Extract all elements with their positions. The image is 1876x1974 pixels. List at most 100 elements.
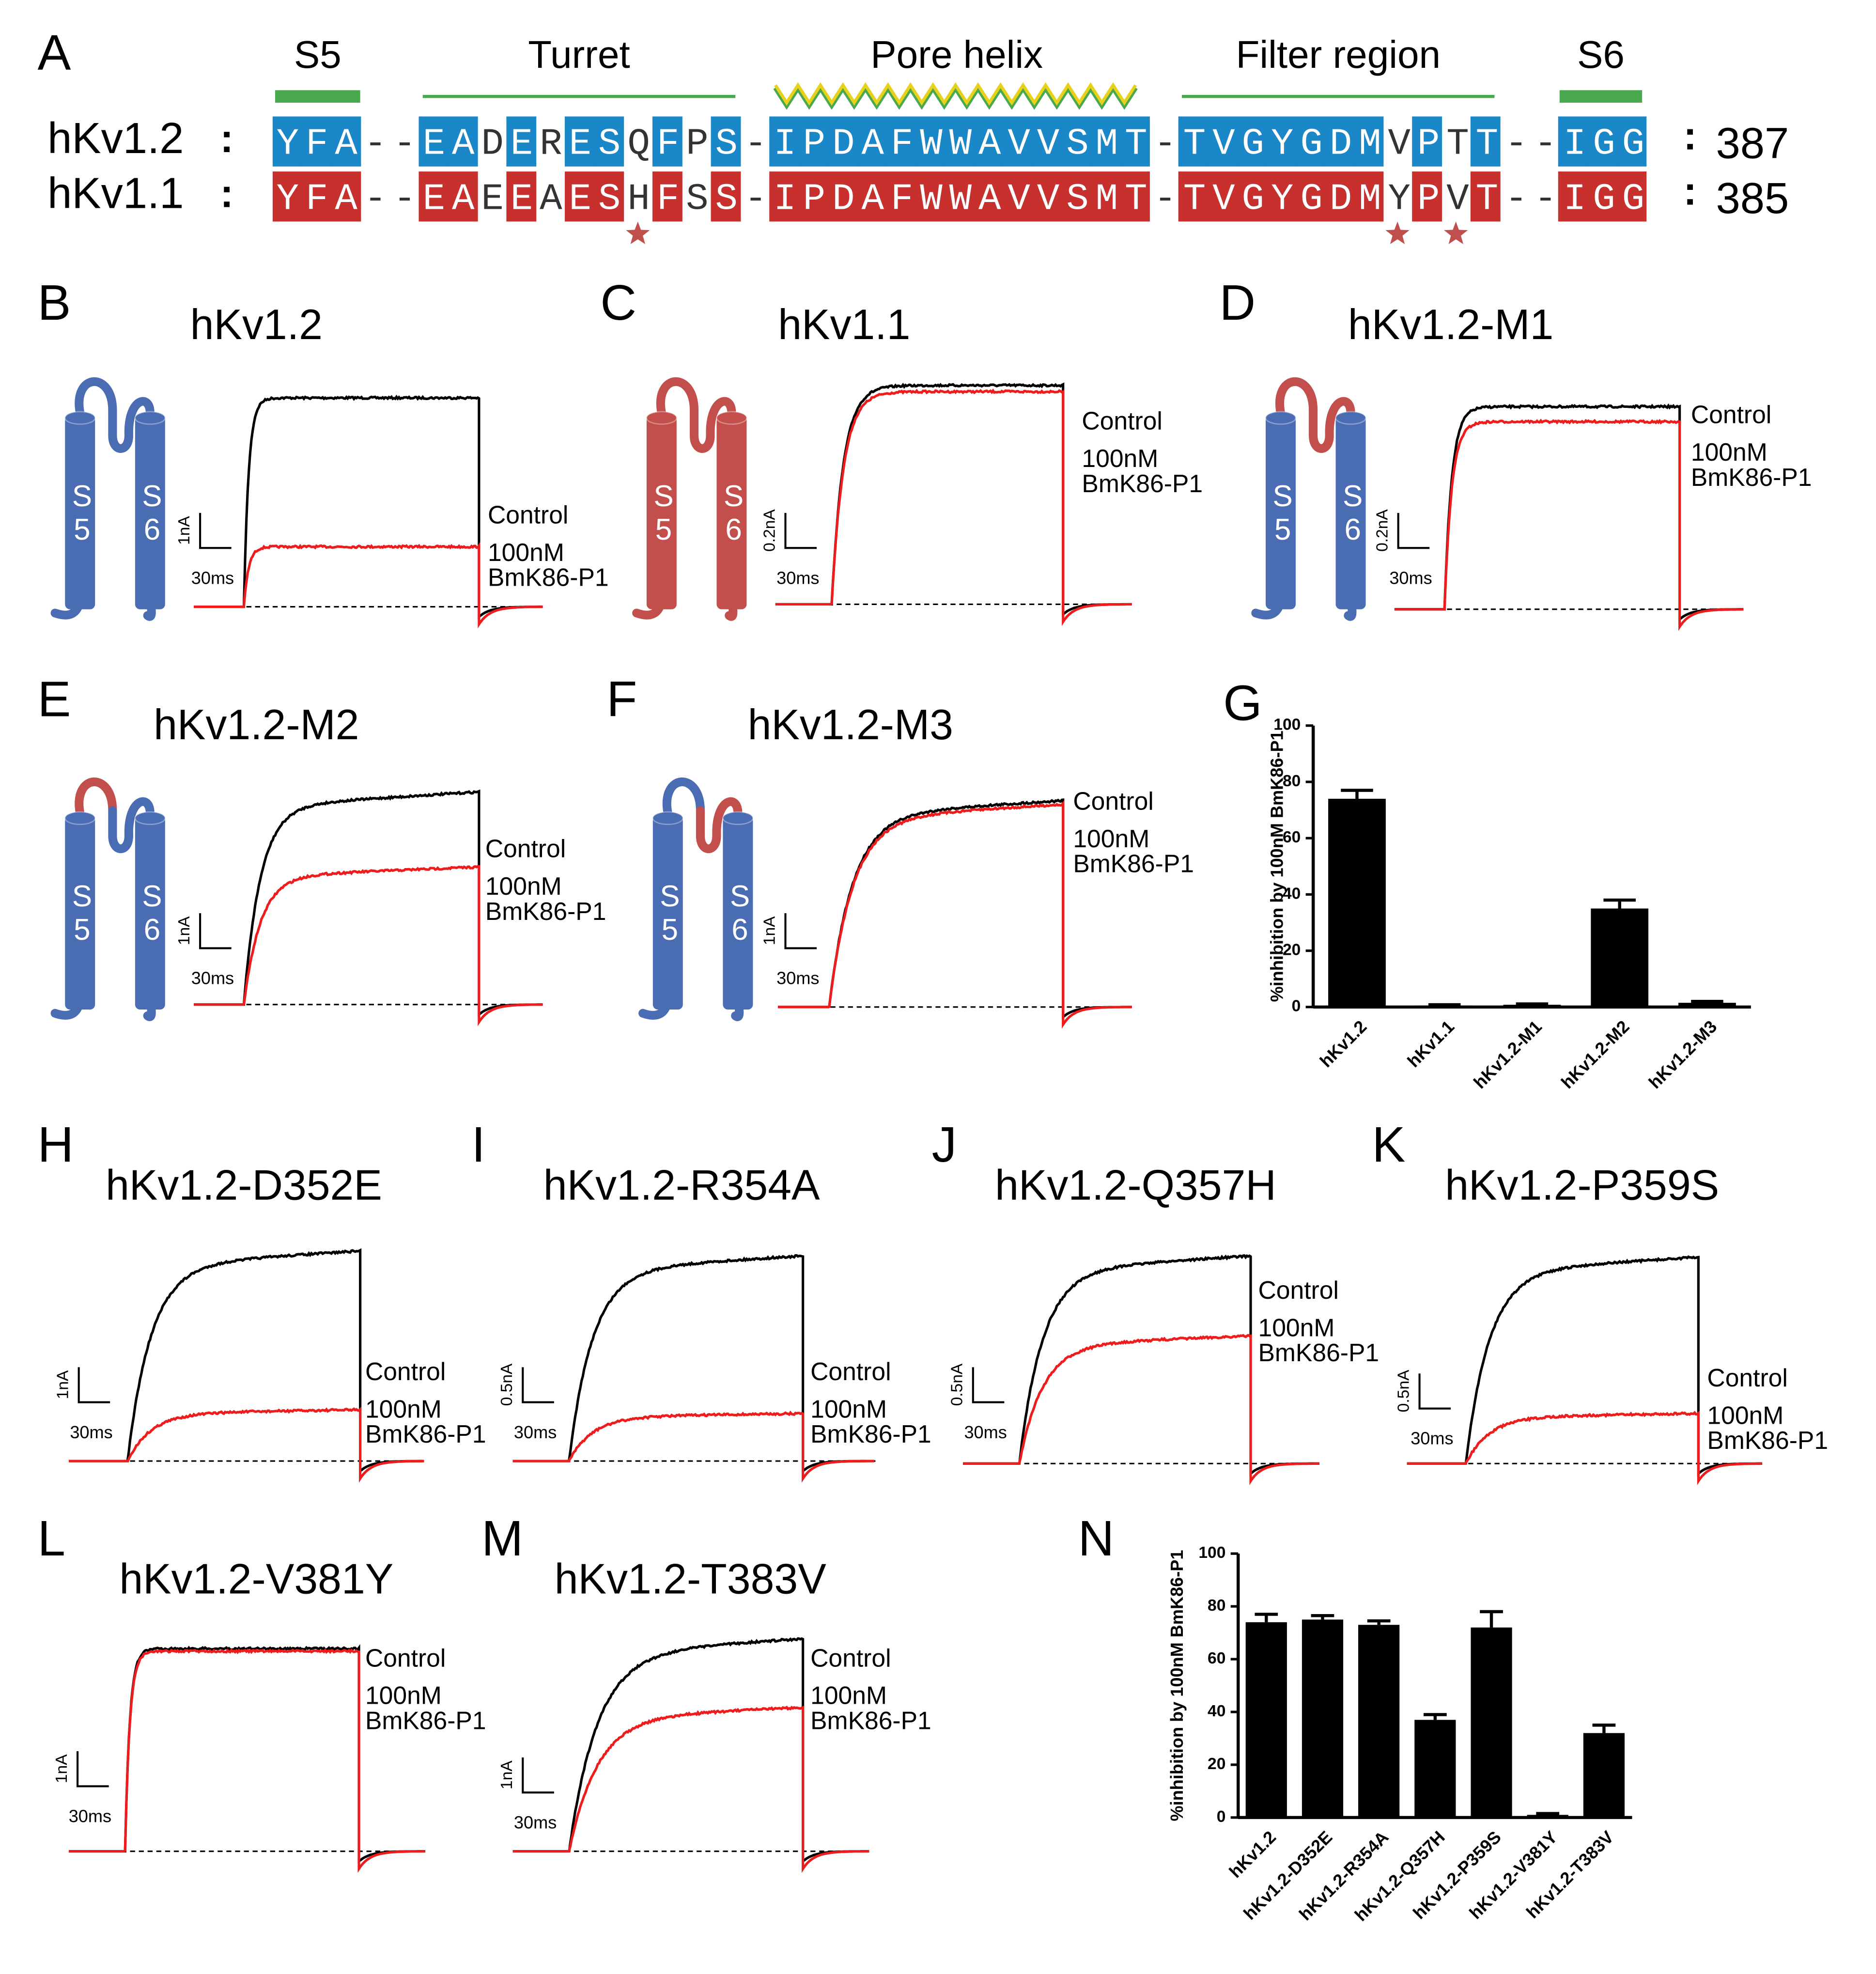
- highlight-cell: [1616, 171, 1647, 222]
- toxin-label: 100nM: [488, 538, 564, 566]
- y-tick-label: 60: [1283, 828, 1301, 846]
- highlight-cell: [419, 116, 449, 167]
- toxin-label: 100nM: [1691, 438, 1767, 466]
- highlight-cell: [945, 171, 975, 222]
- highlight-cell: [1470, 116, 1501, 167]
- highlight-cell: [1003, 171, 1033, 222]
- region-label: Pore helix: [870, 33, 1043, 76]
- highlight-cell: [331, 171, 361, 222]
- highlight-cell: [1120, 171, 1150, 222]
- panel-letter: I: [471, 1117, 485, 1172]
- cartoon-helix: [652, 815, 683, 1010]
- highlight-cell: [798, 171, 829, 222]
- control-trace: [1407, 1255, 1763, 1477]
- toxin-label: BmK86-P1: [485, 897, 606, 925]
- highlight-cell: [945, 116, 975, 167]
- control-label: Control: [810, 1357, 891, 1385]
- highlight-cell: [302, 171, 332, 222]
- highlight-cell: [652, 116, 682, 167]
- y-tick-label: 80: [1283, 772, 1301, 790]
- cartoon-helix: [65, 415, 95, 609]
- y-tick-label: 20: [1208, 1755, 1225, 1773]
- bar: [1302, 1619, 1344, 1818]
- scale-bar: [199, 913, 232, 949]
- y-tick-label: 100: [1273, 716, 1301, 734]
- time-scale: 30ms: [1411, 1429, 1453, 1448]
- bar: [1358, 1625, 1400, 1818]
- toxin-trace: [69, 1406, 424, 1483]
- toxin-trace: [778, 800, 1132, 1029]
- toxin-trace: [1394, 419, 1744, 631]
- row-separator: :: [1683, 113, 1697, 158]
- region-bar: [1559, 90, 1643, 103]
- cartoon-helix: [723, 815, 753, 1010]
- panel-title: hKv1.2-M3: [748, 701, 953, 748]
- star: [1385, 221, 1410, 245]
- toxin-label: BmK86-P1: [365, 1420, 486, 1448]
- current-scale: 1nA: [175, 916, 193, 945]
- panel-title: hKv1.2-R354A: [543, 1161, 820, 1209]
- cartoon-label: S5: [65, 480, 99, 546]
- panel-title: hKv1.2-V381Y: [119, 1555, 393, 1603]
- cartoon-helix-top: [1265, 411, 1297, 425]
- toxin-label: BmK86-P1: [810, 1420, 931, 1448]
- time-scale: 30ms: [1389, 568, 1432, 588]
- cartoon-helix: [1265, 415, 1296, 609]
- control-trace: [69, 1248, 424, 1474]
- control-trace: [194, 789, 543, 1017]
- toxin-trace: [194, 865, 543, 1026]
- row-name: hKv1.1: [47, 169, 184, 218]
- highlight-cell: [974, 171, 1004, 222]
- y-tick-label: 60: [1208, 1649, 1225, 1667]
- current-scale: 1nA: [53, 1754, 71, 1783]
- panel-letter: L: [37, 1510, 65, 1566]
- cartoon-loop: [662, 777, 705, 818]
- cartoon-helix-top: [64, 411, 96, 425]
- control-trace: [512, 1254, 874, 1474]
- panel-letter: D: [1219, 275, 1256, 330]
- toxin-label: 100nM: [810, 1681, 887, 1710]
- cartoon-helix-top: [134, 411, 166, 425]
- highlight-cell: [1295, 116, 1325, 167]
- panel-title: hKv1.2-D352E: [106, 1161, 382, 1209]
- cartoon-loop: [108, 797, 155, 854]
- panel-title: hKv1.2-M1: [1348, 301, 1553, 348]
- highlight-cell: [769, 171, 800, 222]
- highlight-cell: [506, 171, 537, 222]
- toxin-label: 100nM: [365, 1395, 442, 1423]
- panel-letter: E: [37, 671, 71, 727]
- cartoon-helix-top: [1335, 411, 1366, 425]
- y-tick-label: 100: [1198, 1544, 1225, 1562]
- cartoon-loop: [689, 397, 736, 453]
- row-separator: :: [220, 116, 233, 161]
- highlight-cell: [827, 116, 858, 167]
- current-scale: 0.2nA: [1374, 509, 1392, 552]
- control-label: Control: [488, 500, 568, 528]
- highlight-cell: [886, 171, 916, 222]
- y-tick-label: 0: [1292, 997, 1301, 1015]
- cartoon-helix: [135, 815, 165, 1010]
- control-trace: [194, 394, 543, 620]
- toxin-label: BmK86-P1: [1258, 1338, 1379, 1367]
- toxin-trace: [1407, 1411, 1763, 1485]
- panel-letter: M: [481, 1510, 523, 1566]
- highlight-cell: [1032, 116, 1062, 167]
- cartoon-helix: [135, 415, 165, 609]
- panel-title: hKv1.2-P359S: [1445, 1161, 1719, 1209]
- current-scale: 1nA: [760, 916, 778, 945]
- time-scale: 30ms: [70, 1422, 112, 1442]
- scale-bar: [784, 913, 817, 949]
- highlight-cell: [594, 116, 624, 167]
- highlight-cell: [1324, 171, 1355, 222]
- cartoon-helix: [65, 815, 95, 1010]
- panel-letter: C: [600, 275, 636, 330]
- cartoon-loop: [75, 377, 117, 418]
- current-scale: 1nA: [175, 516, 193, 545]
- highlight-cell: [1558, 116, 1588, 167]
- highlight-cell: [1032, 171, 1062, 222]
- toxin-label: 100nM: [1073, 824, 1149, 853]
- time-scale: 30ms: [191, 568, 234, 588]
- control-label: Control: [365, 1644, 446, 1672]
- highlight-cell: [915, 116, 946, 167]
